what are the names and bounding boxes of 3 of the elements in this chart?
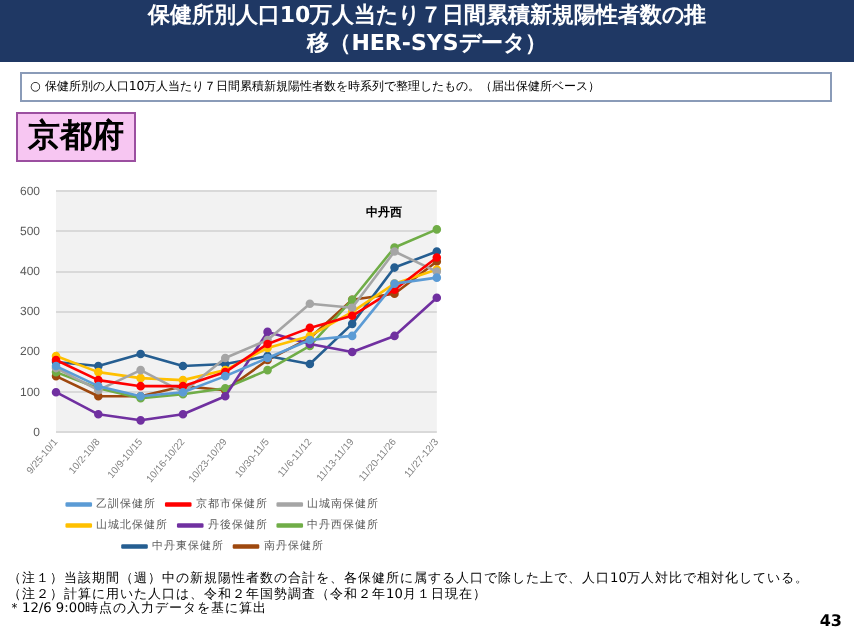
chart-title: 保健所別人口10万人当たり７日間累積新規陽性者数の推移（HER-SYSデータ）	[145, 2, 709, 58]
text: 43	[819, 612, 842, 630]
text: 京都府	[16, 112, 136, 162]
